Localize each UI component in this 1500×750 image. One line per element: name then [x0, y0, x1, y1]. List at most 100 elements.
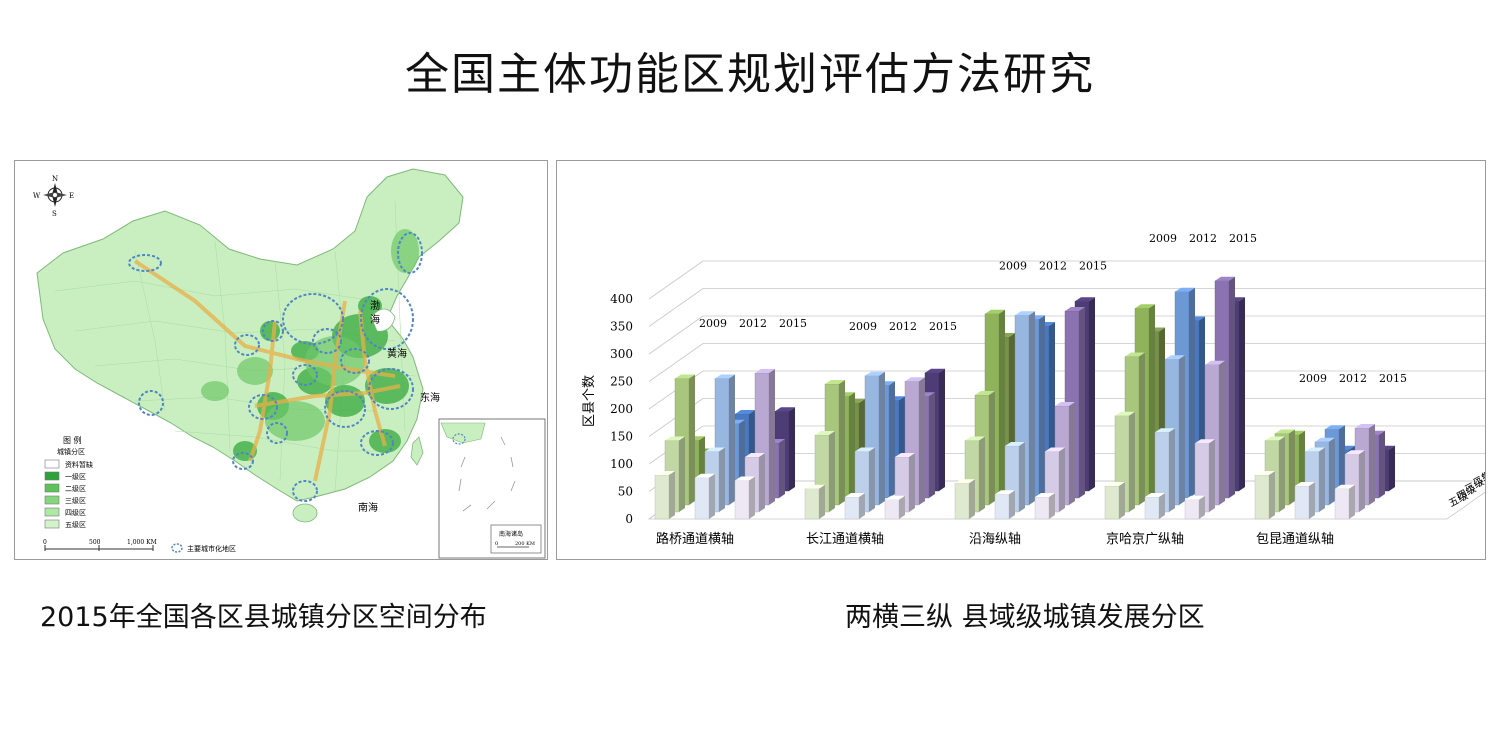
bar-face — [1334, 488, 1350, 520]
year-label: 2012 — [1189, 232, 1217, 245]
bar-top — [1065, 307, 1085, 311]
bar-side — [979, 436, 985, 512]
legend-item-label: 四级区 — [65, 508, 86, 517]
category-label: 京哈京广纵轴 — [1106, 532, 1184, 547]
year-label: 2009 — [849, 320, 877, 333]
bar-top — [755, 369, 775, 373]
legend-swatch — [44, 519, 60, 529]
y-tick-label: 0 — [625, 512, 633, 526]
urban-circle — [282, 293, 344, 345]
bar-side — [1039, 315, 1045, 498]
bar-top — [1125, 352, 1145, 357]
sea-label-bohai: 渤 — [370, 299, 380, 312]
bar-side — [1149, 304, 1155, 498]
compass-n: N — [52, 175, 58, 183]
bar-side — [1189, 287, 1195, 498]
bar-face — [1144, 496, 1160, 520]
gridline-depth — [648, 288, 704, 327]
bar-side — [1159, 493, 1165, 519]
bar-side — [1269, 471, 1275, 519]
urban-circle — [340, 348, 370, 374]
urban-circle — [266, 422, 288, 444]
year-label: 2012 — [739, 317, 767, 330]
bar-side — [1329, 437, 1335, 505]
bar-top — [955, 479, 975, 484]
bar-side — [1139, 352, 1145, 505]
legend-swatch — [44, 483, 60, 493]
bar-side — [849, 392, 855, 498]
urban-circle — [368, 368, 414, 410]
sea-label-bohai-2: 海 — [370, 313, 380, 326]
bar-top — [1055, 402, 1075, 406]
bar-side — [1319, 447, 1325, 512]
bar-top — [805, 484, 825, 489]
legend-title: 图 例 — [63, 435, 82, 445]
bar-top — [865, 371, 885, 376]
inset-label: 南海诸岛 — [499, 530, 523, 538]
legend-item-label: 资料暂缺 — [65, 460, 93, 469]
bar-side — [1069, 402, 1075, 505]
chart-panel: 0 50 100 150 200 250 300 350 400 区县个数 路桥通道横轴 2009 20… — [556, 160, 1500, 560]
legend-subtitle: 城镇分区 — [57, 447, 85, 456]
bar-side — [1179, 355, 1185, 505]
bar-top — [695, 473, 715, 478]
bar-top — [815, 431, 835, 435]
bar-side — [769, 369, 775, 505]
compass-s: S — [52, 210, 57, 218]
bar-top — [1335, 484, 1355, 489]
bar-face — [884, 499, 900, 520]
bar-side — [719, 447, 725, 512]
urban-circle — [397, 232, 423, 274]
bar-face — [1034, 496, 1050, 520]
category-label: 沿海纵轴 — [969, 532, 1021, 547]
bar-side — [909, 453, 915, 512]
bar — [1254, 471, 1275, 520]
year-label: 2009 — [999, 259, 1027, 272]
legend-swatch — [44, 507, 60, 517]
bar-top — [1185, 495, 1205, 500]
bar-side — [829, 431, 835, 512]
year-label: 2015 — [1079, 259, 1107, 272]
bar — [844, 493, 865, 520]
bar-side — [969, 479, 975, 519]
bar-side — [879, 371, 885, 505]
bar-top — [895, 453, 915, 457]
bar-face — [654, 474, 670, 520]
bar-top — [1355, 424, 1375, 428]
bar-side — [929, 392, 935, 498]
bar-side — [1359, 450, 1365, 512]
year-label: 2009 — [1299, 372, 1327, 385]
chart-bars — [654, 276, 1395, 520]
bar — [884, 495, 905, 520]
urban-circle — [360, 430, 394, 456]
year-label: 2012 — [1039, 259, 1067, 272]
bar-face — [734, 480, 750, 520]
urban-circle — [292, 480, 318, 502]
bar — [1144, 493, 1165, 520]
sea-label-huanghai: 黄海 — [387, 347, 407, 360]
mainland-land — [36, 168, 464, 502]
taiwan-island — [410, 436, 424, 466]
bar-side — [709, 473, 715, 519]
bar — [994, 490, 1015, 520]
bar-top — [985, 309, 1005, 314]
urban-circle — [232, 452, 254, 470]
y-tick-label: 100 — [610, 457, 633, 471]
bar-top — [715, 374, 735, 379]
bar — [1334, 484, 1355, 520]
scale-mid: 500 — [89, 539, 101, 546]
bar-top — [1135, 304, 1155, 309]
bar-face — [1184, 499, 1200, 520]
compass-e: E — [69, 192, 74, 200]
bar-side — [1129, 411, 1135, 512]
bar-side — [1209, 439, 1215, 512]
bar-top — [1015, 311, 1035, 316]
bar-side — [1219, 360, 1225, 505]
bar-side — [1009, 490, 1015, 519]
bar-top — [1035, 493, 1055, 497]
urban-circle — [234, 334, 260, 356]
right-caption: 两横三纵 县域级城镇发展分区 — [845, 602, 1205, 633]
bar-side — [1059, 447, 1065, 512]
bar-top — [1165, 355, 1185, 360]
inset-scale-end: 200 KM — [515, 541, 535, 547]
